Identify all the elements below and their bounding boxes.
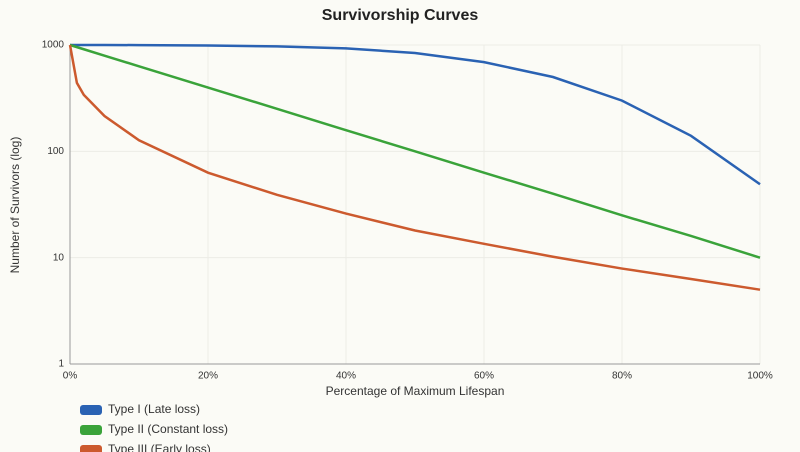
x-tick-label: 20% [198, 371, 218, 382]
legend-swatch [80, 445, 102, 452]
y-tick-label: 1000 [42, 40, 65, 51]
legend-swatch [80, 425, 102, 435]
series-line [70, 43, 761, 186]
legend-label: Type III (Early loss) [108, 442, 211, 452]
legend-swatch [80, 405, 102, 415]
x-tick-label: 0% [63, 371, 78, 382]
y-tick-label: 100 [47, 146, 64, 157]
series-line [69, 43, 761, 259]
legend-label: Type II (Constant loss) [108, 422, 228, 436]
y-axis-label: Number of Survivors (log) [8, 137, 22, 274]
series-line [68, 44, 761, 291]
x-axis-label: Percentage of Maximum Lifespan [326, 384, 505, 398]
y-tick-label: 1 [58, 359, 64, 370]
chart-title: Survivorship Curves [322, 7, 479, 24]
x-tick-label: 80% [612, 371, 632, 382]
x-tick-label: 60% [474, 371, 494, 382]
x-tick-label: 100% [747, 371, 773, 382]
x-tick-label: 40% [336, 371, 356, 382]
legend-label: Type I (Late loss) [108, 402, 200, 416]
y-tick-label: 10 [53, 252, 65, 263]
